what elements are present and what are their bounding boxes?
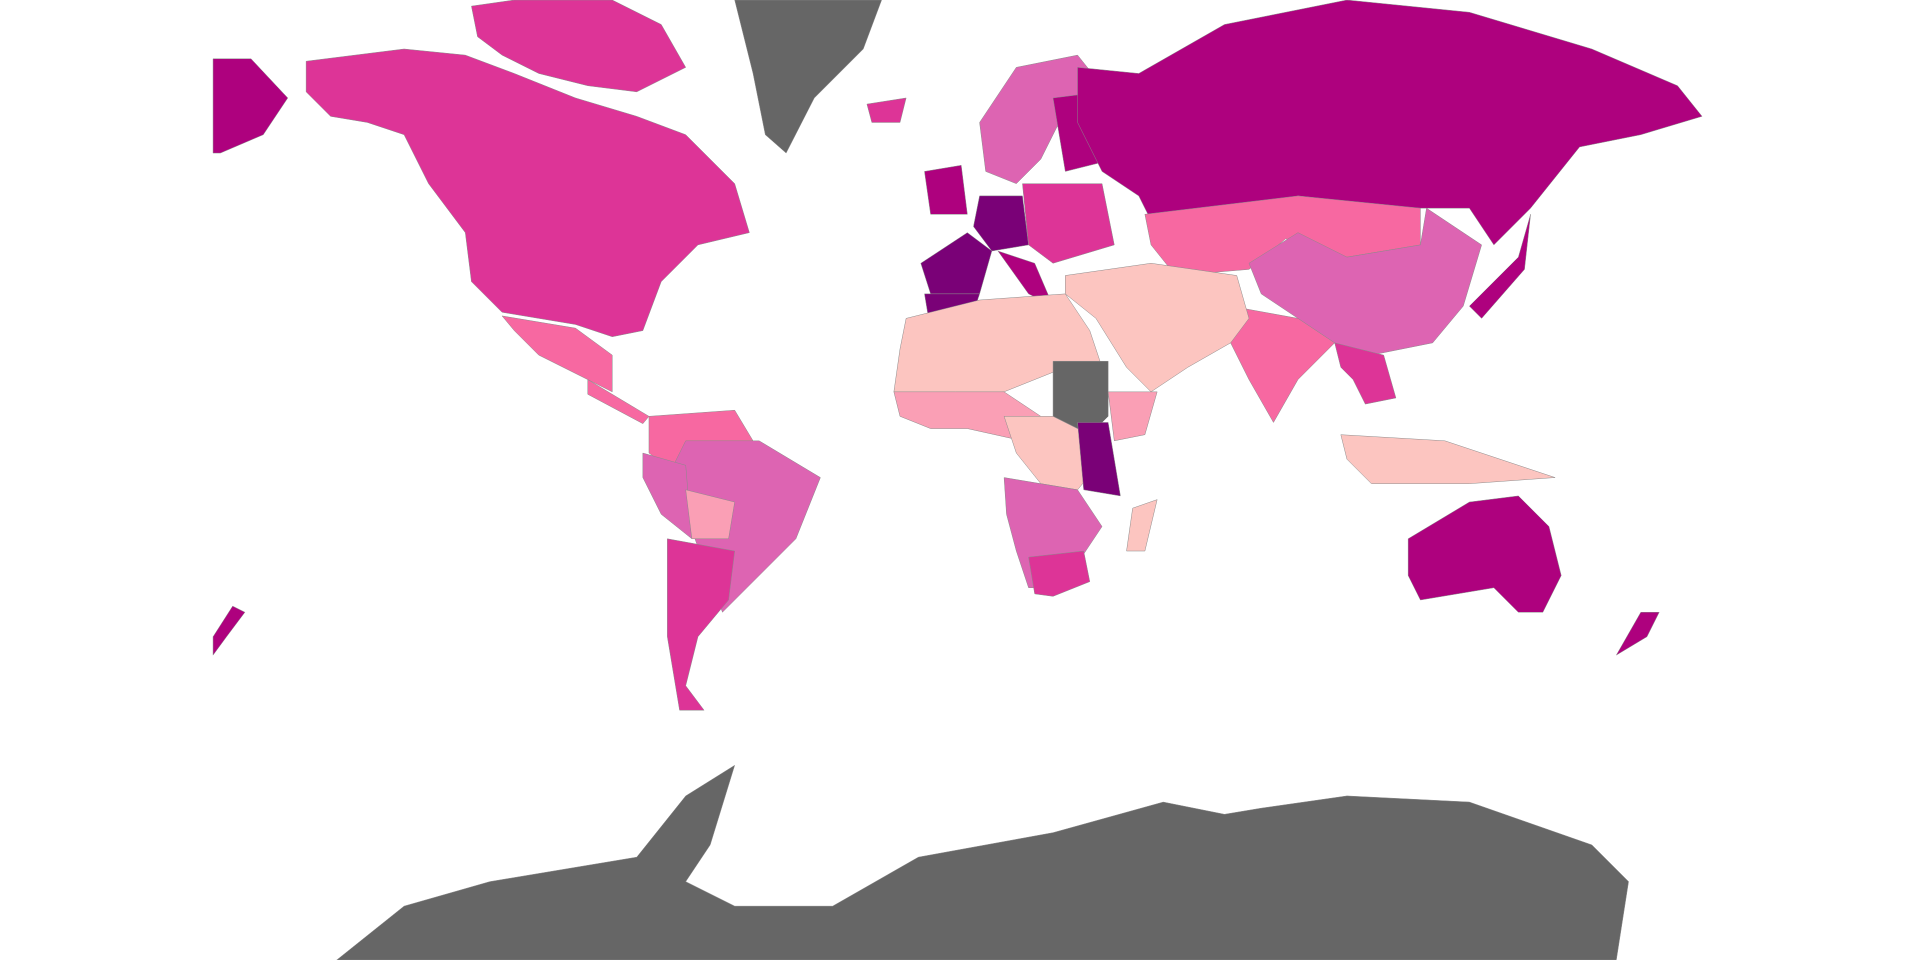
region xyxy=(685,489,735,540)
region xyxy=(734,0,882,154)
region xyxy=(212,605,246,656)
region xyxy=(924,165,968,215)
region xyxy=(920,232,993,295)
region xyxy=(1469,214,1531,319)
region xyxy=(471,0,687,93)
region xyxy=(501,315,613,393)
region xyxy=(336,764,1629,960)
region xyxy=(642,452,693,540)
region xyxy=(973,195,1029,252)
region xyxy=(1126,499,1158,552)
region xyxy=(667,538,735,711)
region xyxy=(212,58,289,154)
region xyxy=(1334,342,1397,405)
region xyxy=(1615,612,1660,656)
region xyxy=(1107,391,1158,442)
region xyxy=(1407,495,1562,613)
region xyxy=(1028,550,1091,597)
region xyxy=(1022,183,1115,264)
region xyxy=(1077,422,1121,497)
region xyxy=(587,379,650,424)
region xyxy=(1230,305,1336,423)
region xyxy=(1077,0,1703,246)
region xyxy=(866,97,907,123)
region xyxy=(305,48,750,337)
region xyxy=(1340,434,1556,484)
region xyxy=(1065,263,1250,393)
